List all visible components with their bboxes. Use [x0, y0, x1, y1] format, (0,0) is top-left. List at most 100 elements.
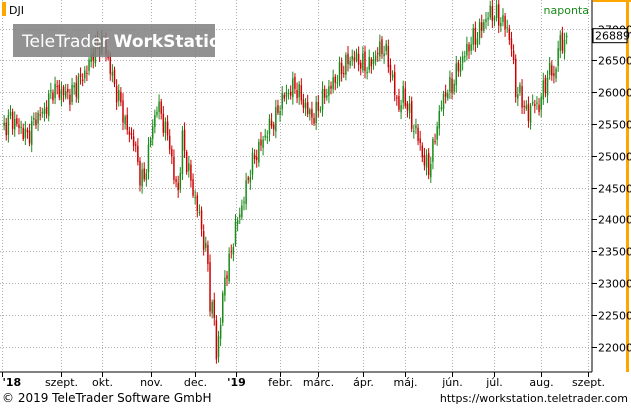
candle	[385, 40, 387, 56]
candle	[79, 67, 82, 85]
candle	[156, 106, 158, 118]
x-tick-label: szept.	[45, 376, 78, 389]
candle	[11, 108, 14, 135]
candle	[328, 79, 330, 104]
candle	[461, 51, 464, 71]
candle	[192, 173, 194, 198]
candle	[542, 72, 545, 105]
candle	[364, 45, 366, 79]
candle	[425, 149, 428, 176]
candle	[75, 75, 78, 103]
candle	[376, 47, 379, 62]
candle	[232, 243, 235, 262]
candle	[270, 113, 273, 129]
candle	[406, 100, 409, 118]
candle	[478, 18, 481, 45]
candle	[360, 59, 362, 76]
candle	[338, 56, 341, 87]
candle	[162, 106, 165, 137]
candle	[546, 70, 549, 104]
candle	[296, 82, 298, 104]
candle	[239, 207, 241, 225]
candle	[340, 57, 343, 82]
candle	[323, 85, 326, 104]
x-tick-label: febr.	[268, 376, 293, 389]
candle	[264, 128, 266, 141]
candle	[347, 46, 349, 72]
candle	[289, 85, 292, 100]
candle	[519, 82, 521, 96]
candle	[508, 24, 511, 45]
x-axis-ticks: '18 szept. okt. nov. dec. '19 febr. márc. ápr. má…	[2, 372, 605, 389]
candle	[491, 0, 494, 29]
candle	[551, 60, 553, 81]
candle	[160, 99, 162, 120]
candle	[205, 236, 207, 252]
candle	[62, 84, 65, 103]
candle	[230, 244, 232, 259]
candle	[389, 58, 392, 83]
candle	[502, 8, 504, 27]
candle	[487, 11, 489, 27]
candle	[343, 65, 345, 78]
candle	[18, 118, 20, 135]
candle	[531, 94, 534, 106]
candle	[292, 71, 294, 105]
candle	[88, 56, 90, 76]
y-tick-label: 23000	[598, 278, 631, 291]
candle	[77, 72, 80, 103]
candle	[124, 114, 126, 130]
candle	[468, 41, 470, 59]
candle	[37, 110, 39, 132]
candle	[64, 83, 67, 100]
candle	[130, 127, 133, 140]
candle	[198, 204, 201, 216]
candle	[489, 0, 491, 20]
candle	[139, 157, 141, 192]
x-tick-label: júl.	[485, 376, 503, 389]
candle	[52, 89, 54, 104]
candle	[7, 109, 10, 143]
candle	[26, 127, 29, 139]
candle	[224, 270, 226, 302]
candle	[213, 292, 216, 326]
candle	[415, 118, 417, 135]
candle	[455, 55, 458, 93]
candle	[315, 95, 317, 130]
candle	[33, 112, 35, 126]
candle	[510, 31, 513, 57]
candle	[438, 105, 441, 136]
candle	[141, 162, 143, 194]
x-tick-label: aug.	[529, 376, 553, 389]
candle	[175, 176, 177, 188]
candle	[555, 66, 557, 83]
candle	[447, 89, 449, 101]
candle	[440, 100, 443, 112]
candle	[444, 84, 447, 104]
candle	[84, 66, 86, 83]
candle	[115, 79, 118, 110]
candle	[41, 107, 44, 118]
candle	[181, 125, 184, 181]
candle	[432, 137, 434, 170]
footer-url[interactable]: https://workstation.teletrader.com	[439, 392, 628, 405]
candle	[211, 299, 213, 319]
candle	[362, 46, 364, 73]
x-tick-label: ápr.	[353, 376, 374, 389]
candle	[188, 155, 190, 178]
candle	[5, 117, 7, 141]
candle	[451, 72, 453, 100]
candle	[500, 17, 502, 32]
candle	[521, 79, 523, 114]
candle	[457, 59, 460, 77]
candle	[109, 52, 112, 81]
candle	[28, 123, 31, 147]
candle	[504, 12, 506, 37]
candle	[317, 95, 320, 118]
candle	[311, 101, 313, 125]
candle	[69, 88, 71, 112]
candle	[151, 119, 154, 146]
candle	[166, 115, 169, 141]
